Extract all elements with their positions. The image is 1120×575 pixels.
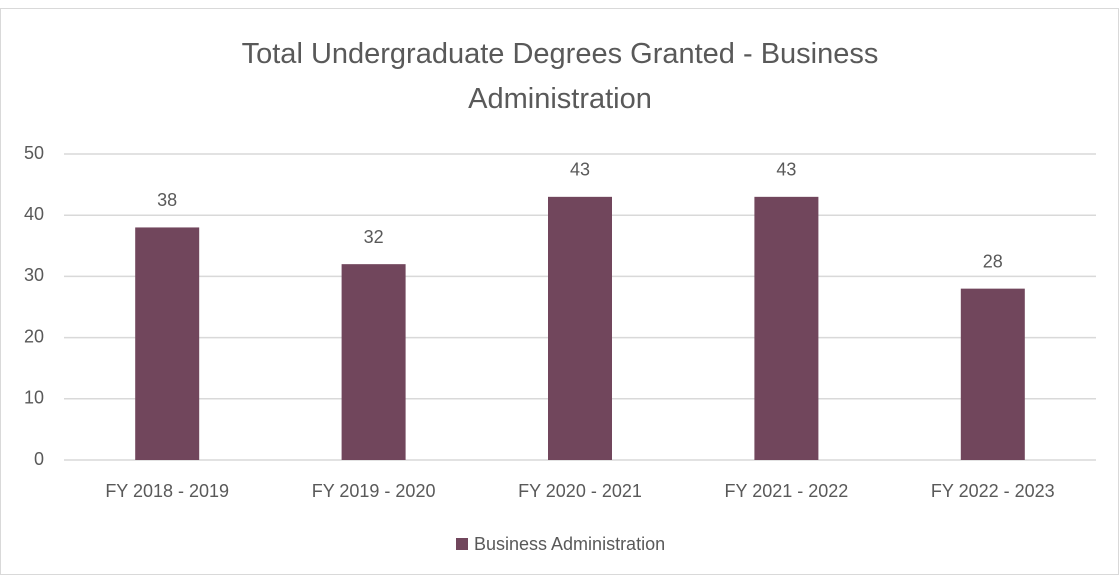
data-label: 32 [364, 227, 384, 247]
legend-label: Business Administration [474, 534, 665, 554]
bar [135, 227, 200, 460]
x-tick-label: FY 2018 - 2019 [105, 481, 229, 501]
y-tick-label: 0 [34, 449, 44, 469]
data-label: 43 [776, 160, 796, 180]
data-label: 28 [983, 251, 1003, 271]
bar [960, 288, 1025, 460]
x-tick-label: FY 2022 - 2023 [931, 481, 1055, 501]
y-tick-label: 40 [24, 204, 44, 224]
data-label: 43 [570, 160, 590, 180]
data-label: 38 [157, 190, 177, 210]
y-tick-label: 10 [24, 388, 44, 408]
x-tick-label: FY 2021 - 2022 [725, 481, 849, 501]
chart-title: Total Undergraduate Degrees Granted - Bu… [241, 38, 879, 115]
bar [548, 196, 612, 460]
bar [754, 196, 819, 460]
legend-swatch [456, 538, 468, 550]
y-tick-label: 30 [24, 265, 44, 285]
bar [341, 264, 406, 460]
y-tick-label: 50 [24, 143, 44, 163]
y-tick-label: 20 [24, 326, 44, 346]
x-tick-label: FY 2020 - 2021 [518, 481, 642, 501]
x-tick-label: FY 2019 - 2020 [312, 481, 436, 501]
